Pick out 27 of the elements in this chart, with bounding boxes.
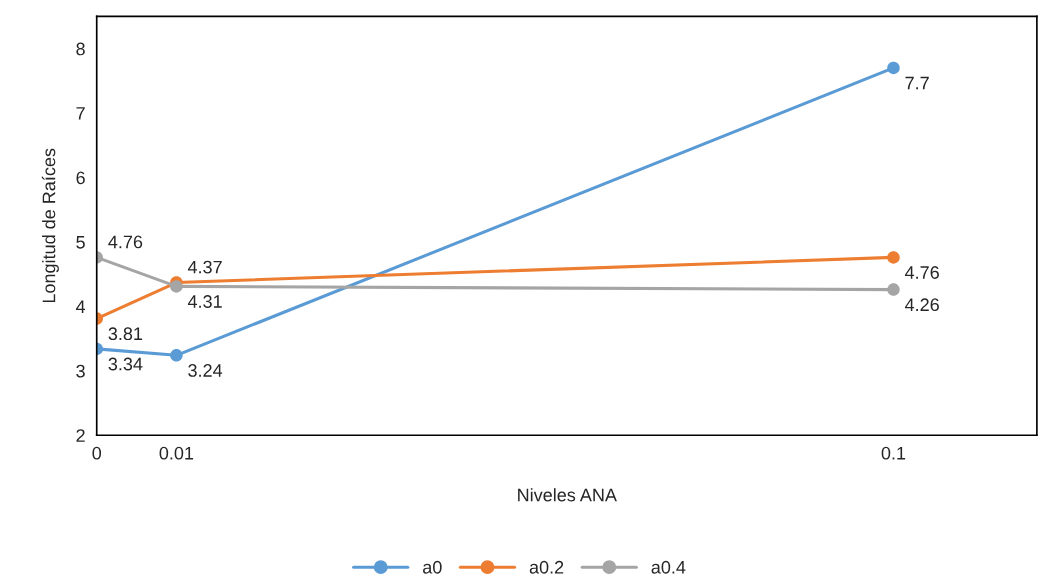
point bbox=[887, 61, 900, 75]
y-axis-title: Longitud de Raíces bbox=[41, 148, 59, 303]
data-label: 3.24 bbox=[188, 364, 223, 377]
data-label: 4.37 bbox=[187, 260, 222, 274]
legend-label: a0 bbox=[423, 560, 442, 574]
x-tick-label: 0.1 bbox=[881, 446, 906, 460]
x-tick-label: 0.01 bbox=[159, 446, 194, 460]
y-tick-label: 2 bbox=[76, 429, 85, 442]
legend-label: a0.2 bbox=[529, 560, 564, 574]
data-label: 7.7 bbox=[905, 76, 929, 90]
x-axis-title: Niveles ANA bbox=[518, 488, 617, 502]
data-label: 3.34 bbox=[108, 357, 143, 371]
data-label: 4.26 bbox=[904, 298, 939, 312]
data-label: 4.31 bbox=[187, 295, 222, 308]
y-tick-label: 8 bbox=[76, 42, 85, 56]
x-tick-label: 0 bbox=[92, 446, 102, 460]
y-tick-label: 7 bbox=[76, 107, 85, 120]
data-label: 4.76 bbox=[108, 235, 143, 249]
y-tick-label: 4 bbox=[75, 300, 86, 313]
legend-label: a0.4 bbox=[651, 560, 686, 574]
data-label: 4.76 bbox=[904, 266, 939, 279]
point bbox=[887, 283, 900, 296]
y-tick-label: 5 bbox=[76, 236, 85, 249]
point bbox=[887, 251, 900, 264]
y-tick-label: 6 bbox=[76, 171, 85, 185]
data-label: 3.81 bbox=[108, 327, 143, 341]
y-tick-label: 3 bbox=[76, 364, 85, 378]
